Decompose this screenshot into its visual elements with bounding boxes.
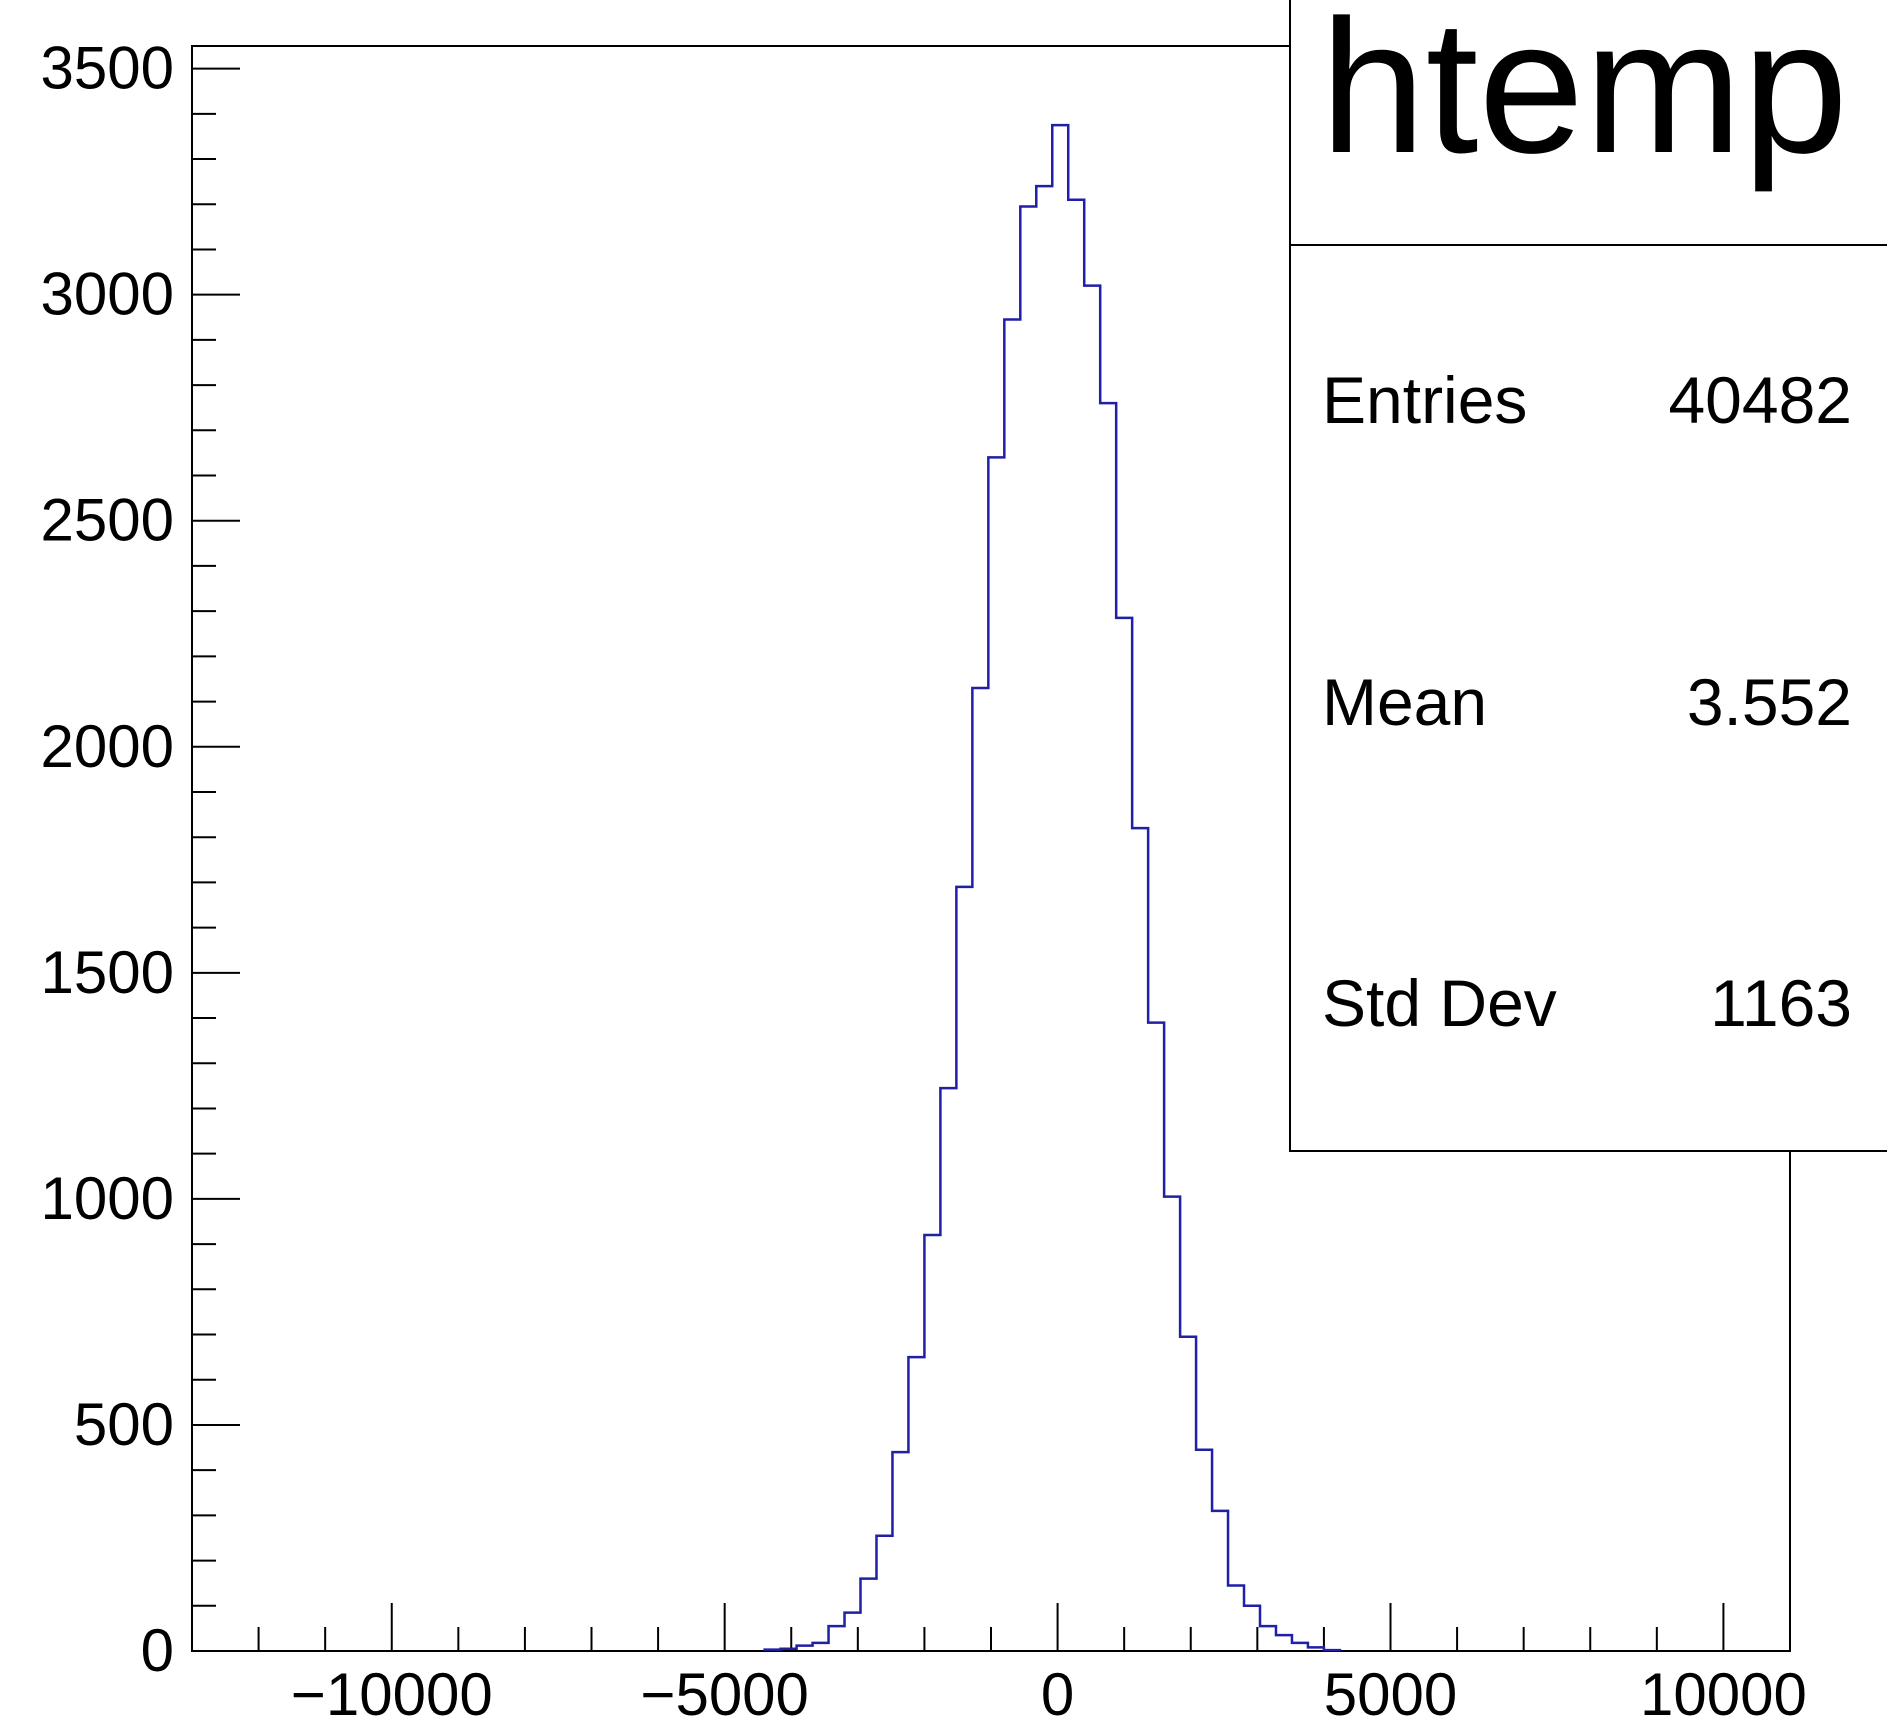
x-tick-label: −5000: [640, 1661, 809, 1728]
stats-value-mean: 3.552: [1687, 665, 1852, 739]
stats-value-stddev: 1163: [1710, 966, 1852, 1040]
stats-label-stddev: Std Dev: [1322, 966, 1557, 1040]
stats-box: htemp Entries 40482 Mean 3.552 Std Dev 1…: [1290, 0, 1887, 1151]
stats-box-title: htemp: [1320, 0, 1848, 193]
y-tick-label: 3000: [41, 261, 174, 328]
x-tick-label: 10000: [1640, 1661, 1807, 1728]
x-tick-label: 5000: [1324, 1661, 1457, 1728]
x-tick-label: −10000: [291, 1661, 493, 1728]
stats-value-entries: 40482: [1668, 363, 1852, 437]
stats-label-mean: Mean: [1322, 665, 1487, 739]
y-axis: 0 500 1000 1500 2000 2500 3000 3500: [41, 35, 240, 1684]
y-tick-label: 1500: [41, 939, 174, 1006]
x-axis: −10000 −5000 0 5000 10000: [192, 1603, 1807, 1728]
y-tick-label: 1000: [41, 1165, 174, 1232]
histogram-outline: [765, 125, 1340, 1651]
y-tick-label: 0: [141, 1617, 174, 1684]
stats-label-entries: Entries: [1322, 363, 1527, 437]
y-tick-label: 3500: [41, 35, 174, 102]
y-tick-label: 2500: [41, 487, 174, 554]
y-tick-label: 2000: [41, 713, 174, 780]
x-tick-label: 0: [1041, 1661, 1074, 1728]
y-tick-label: 500: [74, 1391, 174, 1458]
